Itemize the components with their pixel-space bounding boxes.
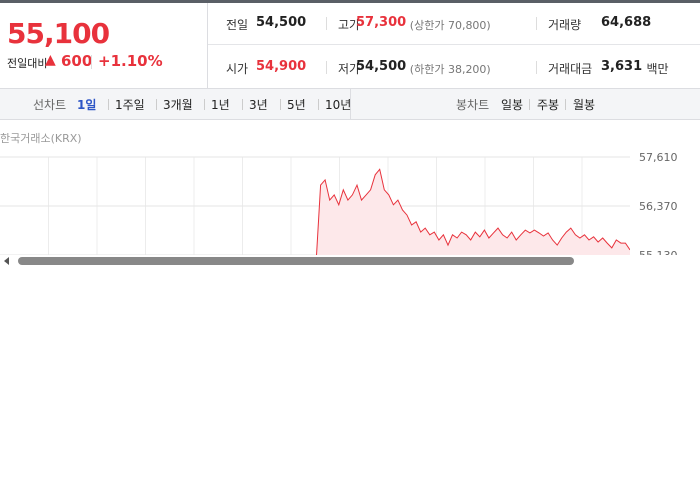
change-label: 전일대비 xyxy=(7,57,48,70)
summary-value: 54,500 xyxy=(356,59,407,74)
col-divider xyxy=(326,17,327,30)
current-price: 55,100 xyxy=(7,17,110,50)
col-divider xyxy=(326,61,327,74)
summary-value: 57,300 xyxy=(356,15,407,30)
summary-value: 54,500 xyxy=(256,15,307,30)
tab-option[interactable]: 3년 xyxy=(249,98,268,112)
tab-option[interactable]: 5년 xyxy=(287,98,306,112)
y-tick-label: 55,130 xyxy=(639,249,678,258)
change-rate: +1.10% xyxy=(98,52,163,70)
tab-divider xyxy=(350,89,351,119)
tab-option[interactable]: 1주일 xyxy=(115,98,145,112)
y-tick-label: 57,610 xyxy=(639,151,678,164)
summary-note: (상한가 70,800) xyxy=(409,19,491,32)
tab-option[interactable]: 10년 xyxy=(325,98,352,112)
price-line xyxy=(315,168,630,258)
tab-sep xyxy=(529,99,530,110)
tab-sep xyxy=(204,99,205,110)
tab-sep xyxy=(156,99,157,110)
tab-label: 선차트 xyxy=(33,98,67,112)
summary: 전일 54,500 고가 57,300 (상한가 70,800) 거래량 64,688 시가 5… xyxy=(208,3,700,88)
summary-label: 저가 xyxy=(338,62,361,76)
summary-label: 거래대금 xyxy=(548,62,593,76)
col-divider xyxy=(536,61,537,74)
tab-bar: 선차트 1일 1주일 3개월 1년 3년 5년 10년 봉차트 일봉 주봉 월봉 xyxy=(0,88,700,120)
row-divider xyxy=(208,44,700,45)
tab-label: 봉차트 xyxy=(456,98,490,112)
scroll-left[interactable] xyxy=(4,257,9,265)
scroll-thumb[interactable] xyxy=(18,257,574,265)
tab-option[interactable]: 주봉 xyxy=(537,98,560,112)
change-arrow: ▲ xyxy=(45,52,56,68)
tab-option[interactable]: 1일 xyxy=(77,98,97,112)
summary-value: 3,631 xyxy=(601,59,643,74)
tab-sep xyxy=(280,99,281,110)
divider xyxy=(91,55,92,69)
top-bar xyxy=(0,0,700,3)
summary-label: 거래량 xyxy=(548,18,582,32)
summary-value: 54,900 xyxy=(256,59,307,74)
summary-note: (하한가 38,200) xyxy=(409,63,491,76)
tab-sep xyxy=(108,99,109,110)
col-divider xyxy=(536,17,537,30)
summary-label: 고가 xyxy=(338,18,361,32)
tab-sep xyxy=(318,99,319,110)
tab-option[interactable]: 일봉 xyxy=(501,98,524,112)
area-fill xyxy=(316,169,630,258)
summary-label: 전일 xyxy=(226,18,249,32)
tab-sep xyxy=(242,99,243,110)
tab-option[interactable]: 3개월 xyxy=(163,98,193,112)
chart: 57,610 56,370 55,130 xyxy=(0,151,678,258)
scrollbar[interactable] xyxy=(0,255,700,268)
summary-label: 시가 xyxy=(226,62,249,76)
y-tick-label: 56,370 xyxy=(639,200,678,213)
change: 600 xyxy=(61,52,93,70)
tab-sep xyxy=(565,99,566,110)
price-box: 55,100 전일대비 ▲ 600 +1.10% xyxy=(0,3,208,88)
summary-value: 64,688 xyxy=(601,15,652,30)
source: 한국거래소(KRX) xyxy=(0,132,82,145)
tab-option[interactable]: 1년 xyxy=(211,98,230,112)
summary-unit: 백만 xyxy=(646,62,669,76)
tab-option[interactable]: 월봉 xyxy=(573,98,596,112)
